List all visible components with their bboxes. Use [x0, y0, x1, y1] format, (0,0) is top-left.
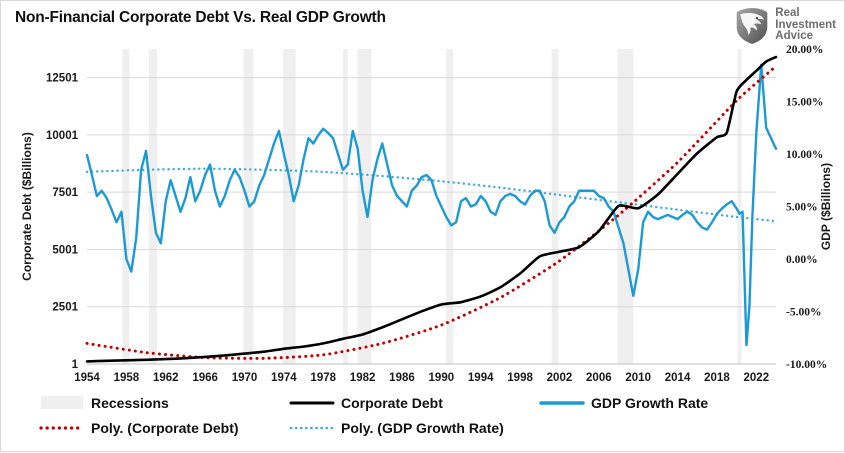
recession-band [446, 49, 454, 364]
gridlines [87, 77, 776, 365]
logo-line-1: Real [775, 7, 800, 19]
legend-label: GDP Growth Rate [591, 395, 708, 411]
y2-axis-tick-label: -10.00% [786, 359, 827, 371]
y2-axis-title: GDP ($Billions) [819, 163, 833, 250]
legend-label: Poly. (GDP Growth Rate) [341, 420, 504, 436]
x-axis-tick-label: 1954 [74, 372, 100, 384]
y-axis-tick-label: 7501 [52, 187, 78, 199]
x-axis-tick-label: 2002 [547, 372, 573, 384]
legend-label: Corporate Debt [341, 395, 443, 411]
x-axis-tick-label: 1986 [389, 372, 415, 384]
y-axis-tick-label: 10001 [46, 130, 79, 142]
recession-band [737, 49, 742, 364]
y-axis-title: Corporate Debt ($Billions) [20, 132, 34, 281]
x-axis-tick-label: 1994 [468, 372, 494, 384]
logo-line-3: Advice [775, 30, 813, 43]
legend-item[interactable]: Recessions [41, 395, 169, 411]
series-line [85, 64, 778, 360]
y2-axis-tick-label: 10.00% [786, 149, 823, 161]
legend-label: Poly. (Corporate Debt) [91, 420, 239, 436]
x-axis-tick-label: 1990 [429, 372, 455, 384]
eagle-shield-icon [736, 8, 768, 44]
chart-title: Non-Financial Corporate Debt Vs. Real GD… [15, 9, 386, 26]
recession-band [342, 49, 348, 364]
x-axis-tick-label: 1978 [310, 372, 336, 384]
axis-labels: 12501500175011000112501-10.00%-5.00%0.00… [20, 44, 833, 384]
x-axis-tick-label: 2022 [744, 372, 770, 384]
x-axis-tick-label: 2014 [665, 372, 691, 384]
logo-wordmark: Real Investment Advice [775, 7, 836, 43]
y2-axis-tick-label: 20.00% [786, 44, 823, 56]
logo-line-2: Investment [775, 18, 836, 31]
legend-swatch-recessions [41, 396, 83, 409]
x-axis-tick-label: 1998 [507, 372, 533, 384]
legend-item[interactable]: Poly. (GDP Growth Rate) [289, 420, 504, 436]
x-axis-tick-label: 2010 [625, 372, 651, 384]
legend-item[interactable]: GDP Growth Rate [539, 395, 708, 411]
y2-axis-tick-label: -5.00% [786, 307, 821, 319]
series-line [85, 167, 778, 223]
x-axis-tick-label: 2006 [586, 372, 612, 384]
x-axis-tick-label: 1982 [350, 372, 376, 384]
legend-item[interactable]: Poly. (Corporate Debt) [39, 420, 239, 436]
chart-legend: Recessions Corporate Debt GDP Growth Rate P… [39, 395, 708, 436]
y2-axis-tick-label: 0.00% [786, 254, 818, 266]
y2-axis-tick-label: 15.00% [786, 97, 823, 109]
y-axis-tick-label: 1 [72, 359, 79, 371]
legend-label: Recessions [91, 395, 169, 411]
recession-band [551, 49, 559, 364]
y2-axis-tick-label: 5.00% [786, 202, 818, 214]
recession-band [122, 49, 130, 364]
series-line [85, 55, 778, 363]
x-axis-tick-label: 1962 [153, 372, 179, 384]
series-line [85, 63, 778, 347]
x-axis-tick-label: 1974 [271, 372, 297, 384]
x-axis-tick-label: 1970 [232, 372, 258, 384]
brand-logo: Real Investment Advice [734, 7, 836, 45]
x-axis-tick-label: 1958 [114, 372, 140, 384]
legend-item[interactable]: Corporate Debt [289, 395, 443, 411]
y-axis-tick-label: 12501 [46, 73, 79, 85]
recession-bands [122, 49, 742, 364]
x-axis-tick-label: 2018 [704, 372, 730, 384]
recession-band [282, 49, 296, 364]
y-axis-tick-label: 5001 [52, 244, 78, 256]
x-axis-tick-label: 1966 [192, 372, 218, 384]
y-axis-tick-label: 2501 [52, 302, 78, 314]
data-series [85, 55, 778, 363]
